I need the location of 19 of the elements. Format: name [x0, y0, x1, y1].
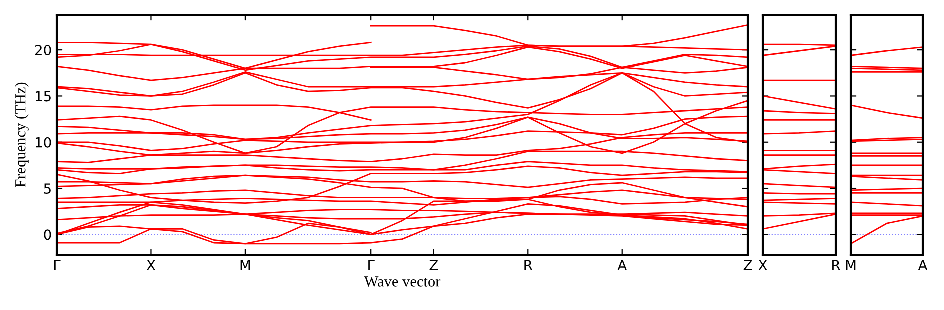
x-tick-label: Z — [430, 260, 438, 270]
y-tick-label: 10 — [36, 137, 52, 148]
x-tick-label: Γ — [368, 260, 375, 270]
x-tick-label: Z — [744, 260, 752, 270]
y-tick-label: 15 — [36, 91, 51, 102]
x-tick-label: R — [832, 260, 840, 270]
y-tick-label: 20 — [35, 45, 52, 56]
y-tick-label: 0 — [44, 230, 52, 240]
x-tick-label: A — [618, 260, 627, 270]
x-tick-label: Γ — [54, 260, 61, 270]
y-axis-title: Frequency (THz) — [15, 82, 29, 188]
x-tick-label: A — [918, 260, 928, 270]
x-tick-label: R — [524, 260, 533, 270]
x-tick-label: M — [846, 260, 856, 270]
x-tick-label: M — [240, 260, 250, 270]
x-axis-title: Wave vector — [364, 276, 441, 287]
x-tick-label: X — [146, 260, 156, 270]
x-tick-label: X — [758, 260, 768, 270]
y-tick-label: 5 — [44, 184, 51, 194]
